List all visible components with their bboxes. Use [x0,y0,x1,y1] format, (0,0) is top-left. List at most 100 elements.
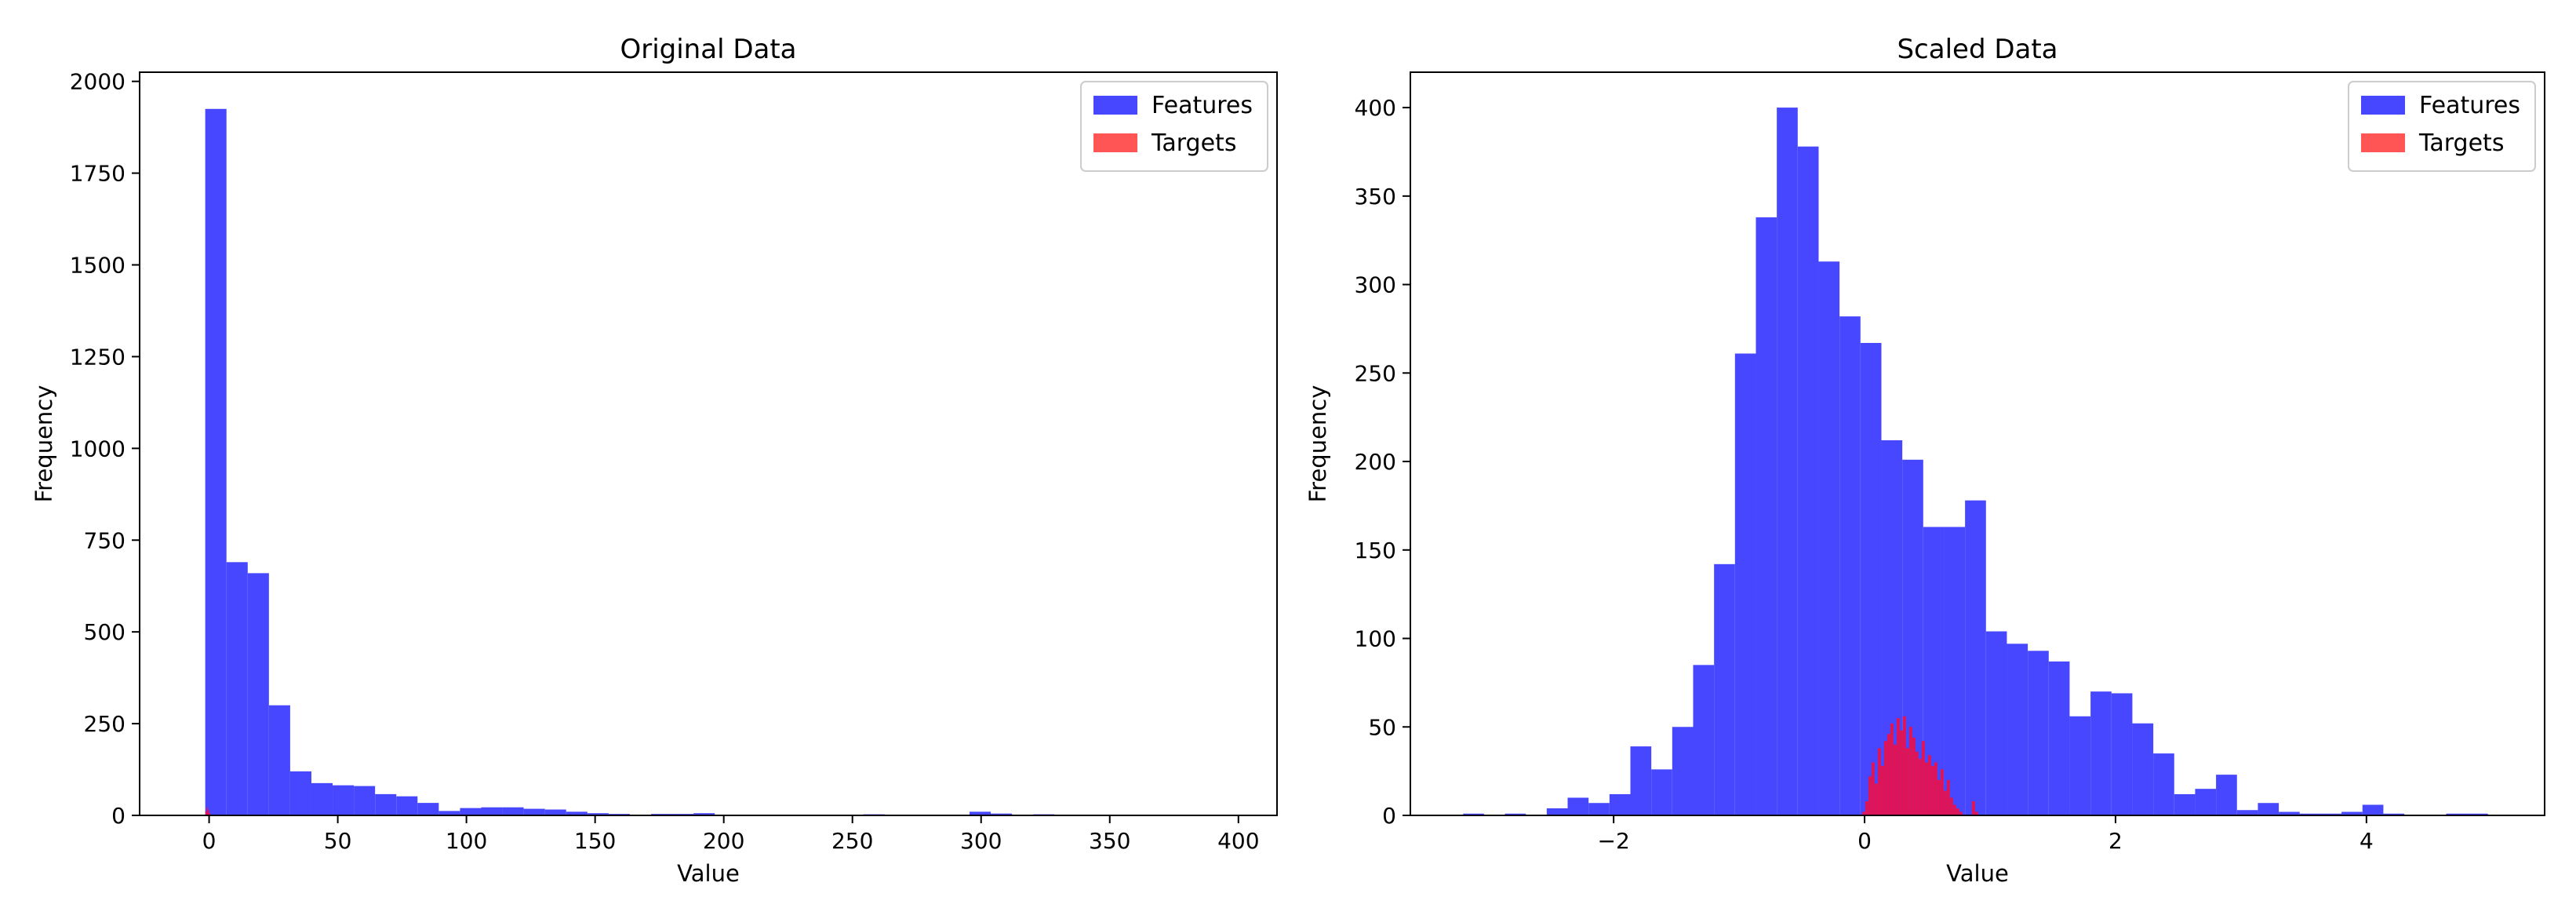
bar [417,803,439,815]
bar [1861,811,1865,815]
bar [587,813,609,815]
bar [1630,746,1652,815]
bar [2048,661,2070,815]
bar [693,813,715,815]
legend: Features Targets [2348,81,2536,172]
legend-label-features: Features [2419,92,2520,119]
x-tick-label: 250 [831,828,873,854]
bar [2299,813,2321,815]
legend-swatch-features [2361,96,2405,115]
bar [1874,783,1878,815]
series-features [205,108,1224,815]
bar [1959,811,1963,815]
bar [1946,779,1950,815]
y-tick-label: 750 [84,527,126,553]
bar [2090,691,2112,815]
x-axis-label: Value [677,860,740,887]
bar [396,796,418,815]
bar [226,562,248,815]
y-tick-label: 250 [1355,360,1396,386]
bar [1905,748,1909,815]
y-tick-label: 150 [1355,538,1396,563]
bar [1651,769,1672,815]
bar [2320,813,2342,815]
bar [1890,723,1894,815]
chart-title: Original Data [620,34,796,65]
bar [268,705,290,815]
chart-title: Scaled Data [1897,34,2058,65]
bar [502,807,524,815]
legend: Features Targets [1080,81,1268,172]
bar [1860,342,1882,816]
bar [1734,353,1756,815]
bar [2467,813,2488,815]
axes-frame [1410,71,2545,816]
bar [1887,734,1890,815]
bar [2216,775,2237,815]
bar [438,811,460,815]
bar [2195,789,2217,815]
bar [1880,765,1884,815]
bar [969,811,991,815]
y-axis-label: Frequency [1304,385,1331,503]
y-tick-label: 200 [1355,449,1396,475]
x-tick-label: 350 [1089,828,1130,854]
legend-label-targets: Targets [1151,129,1236,157]
bar [1839,316,1861,815]
bar [2007,644,2028,815]
bar [2362,804,2384,815]
y-tick-label: 0 [111,803,126,829]
bar [2153,753,2174,815]
y-tick-label: 500 [84,619,126,645]
series-features [1463,108,2488,816]
bar [2069,716,2091,815]
bar [1672,727,1694,815]
bar [206,807,208,815]
x-tick-label: 100 [446,828,487,854]
bar [333,785,355,815]
y-tick-label: 0 [1382,803,1396,829]
bar [2111,693,2133,815]
y-tick-label: 2000 [70,69,126,95]
bar [1940,769,1944,815]
bar [2258,803,2279,815]
y-tick-label: 250 [84,711,126,737]
bar [1546,808,1568,815]
axes-frame [139,71,1278,816]
bar [544,809,566,815]
series-targets [1861,716,1978,815]
bar [481,807,503,815]
bar [2279,811,2300,815]
bar [1952,804,1956,815]
x-tick-label: 300 [960,828,1002,854]
bar [2446,813,2468,815]
x-axis-label: Value [1946,860,2009,887]
x-tick-label: 150 [574,828,616,854]
bar [1943,790,1947,815]
bar [1899,730,1903,815]
y-tick-label: 100 [1355,626,1396,652]
bar [1883,741,1887,815]
bar [1868,776,1872,815]
bar [2383,813,2405,815]
bar [1912,737,1916,815]
y-axis-label: Frequency [31,385,57,503]
bar [1896,717,1900,815]
bar [566,811,588,815]
legend-swatch-targets [1093,133,1137,152]
y-tick-label: 350 [1355,184,1396,210]
bar [2028,651,2049,815]
bar [1956,808,1959,815]
bar [1567,797,1589,815]
bar [205,811,207,815]
series-targets [205,807,211,815]
x-tick-label: 400 [1217,828,1259,854]
legend-label-features: Features [1152,92,1253,119]
bar [1915,751,1919,815]
bar [1693,665,1715,815]
bar [1756,217,1777,815]
bar [1965,500,1986,815]
bar [1463,813,1484,815]
bar [2341,811,2363,815]
x-tick-label: −2 [1597,828,1629,854]
